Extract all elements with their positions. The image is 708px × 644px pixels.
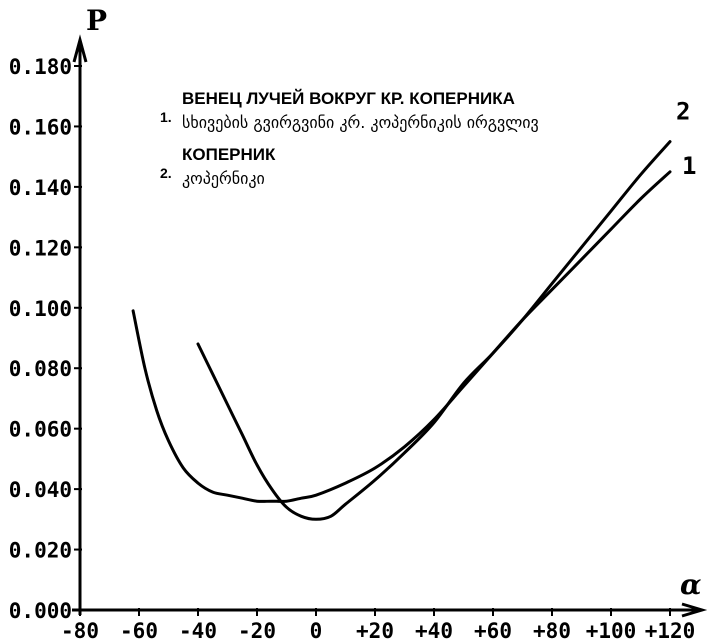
y-tick-label: 0.040 <box>9 478 72 502</box>
x-tick-label: +80 <box>533 619 571 643</box>
legend: 1. ВЕНЕЦ ЛУЧЕЙ ВОКРУГ КР. КОПЕРНИКА სხივებ… <box>160 89 539 188</box>
y-tick-label: 0.160 <box>9 115 72 139</box>
series-line-2 <box>196 140 672 521</box>
series-label-2: 2 <box>676 98 690 126</box>
series-line-1 <box>131 170 672 503</box>
legend-russian-2: КОПЕРНИК <box>182 145 276 164</box>
y-tick-label: 0.120 <box>9 236 72 260</box>
legend-georgian-2: კოპერნიკი <box>182 169 265 188</box>
legend-georgian-1: სხივების გვირგვინი კრ. კოპერნიკის ირგვლი… <box>182 113 539 132</box>
curves: 12 <box>131 98 696 521</box>
x-tick-label: +60 <box>474 619 512 643</box>
x-axis-label: α <box>680 568 702 601</box>
x-axis-arrow <box>681 602 708 618</box>
y-tick-label: 0.060 <box>9 418 72 442</box>
series-label-1: 1 <box>682 152 696 180</box>
legend-russian-1: ВЕНЕЦ ЛУЧЕЙ ВОКРУГ КР. КОПЕРНИКА <box>182 89 515 108</box>
y-axis-label: P <box>86 4 107 37</box>
legend-number-2: 2. <box>160 165 172 181</box>
ticks: 0.000 0.020 0.040 0.060 0.080 0.100 0.120 0.140… <box>9 55 696 643</box>
y-tick-label: 0.100 <box>9 297 72 321</box>
y-tick-label: 0.000 <box>9 599 72 623</box>
x-tick-label: -40 <box>179 619 217 643</box>
legend-number-1: 1. <box>160 109 172 125</box>
y-tick-label: 0.180 <box>9 55 72 79</box>
y-tick-label: 0.020 <box>9 539 72 563</box>
x-tick-label: -80 <box>61 619 99 643</box>
y-axis-arrow <box>72 34 88 63</box>
x-tick-label: +120 <box>645 619 696 643</box>
x-tick-label: +40 <box>415 619 453 643</box>
x-tick-label: -20 <box>238 619 276 643</box>
y-tick-label: 0.140 <box>9 176 72 200</box>
axes: Pα <box>72 4 708 618</box>
y-tick-label: 0.080 <box>9 357 72 381</box>
x-tick-label: +20 <box>356 619 394 643</box>
x-tick-label: -60 <box>120 619 158 643</box>
x-tick-label: +100 <box>586 619 637 643</box>
x-tick-label: 0 <box>310 619 323 643</box>
